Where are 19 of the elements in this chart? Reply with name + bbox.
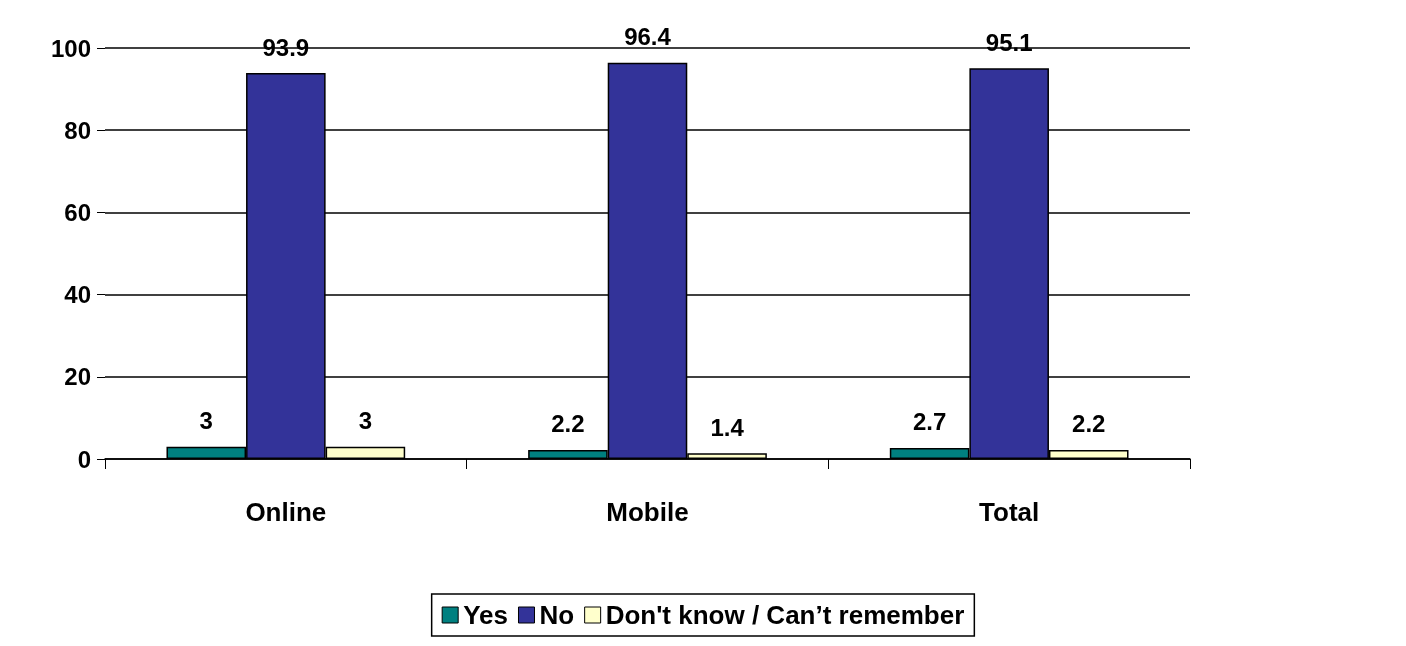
- y-tick-label: 80: [64, 116, 91, 144]
- x-tick-label: Online: [245, 497, 327, 527]
- data-label: 3: [358, 407, 373, 435]
- data-label: 2.7: [912, 408, 947, 436]
- y-tick-label: 100: [50, 34, 91, 62]
- data-label: 1.4: [710, 413, 745, 441]
- y-tick-label: 20: [64, 363, 91, 391]
- x-tick-label: Mobile: [606, 497, 689, 527]
- data-label: 3: [199, 407, 213, 435]
- legend-label: Yes: [463, 600, 508, 630]
- y-tick-label: 0: [77, 445, 91, 473]
- data-label: 2.2: [551, 410, 585, 438]
- data-label: 2.2: [1072, 410, 1106, 438]
- data-label: 96.4: [624, 23, 672, 51]
- y-tick-label: 40: [64, 281, 91, 309]
- legend-label: No: [539, 600, 575, 630]
- y-tick-label: 60: [64, 198, 91, 226]
- x-tick-label: Total: [979, 497, 1040, 527]
- legend-label: Don't know / Can’t remember: [605, 600, 965, 630]
